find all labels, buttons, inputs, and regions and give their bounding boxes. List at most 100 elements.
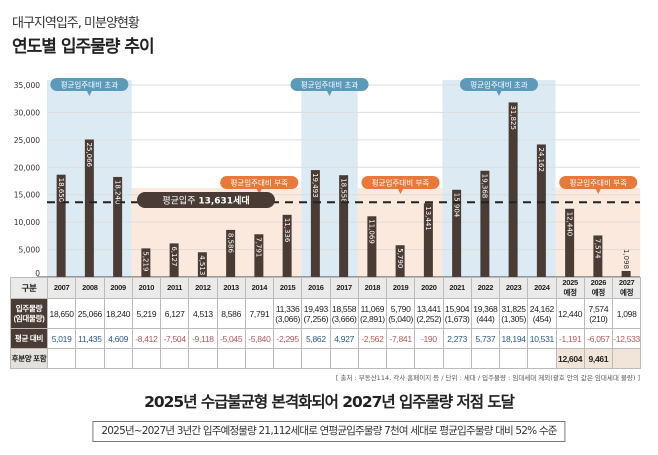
callout-pill [50, 78, 129, 91]
bar-2009 [113, 176, 123, 277]
bar-label: 25,066 [85, 142, 93, 167]
bar-label: 19,493 [311, 173, 319, 198]
vs-average-cell: -190 [414, 328, 444, 349]
callout-label: 평균입주대비 부족 [569, 178, 627, 188]
bar-2011 [169, 243, 179, 277]
post-sale-cell [75, 348, 105, 369]
supply-cell: 15,904 (1,673) [442, 298, 472, 329]
vs-average-cell: -8,412 [131, 328, 162, 349]
table-header-label: 구분 [10, 277, 48, 299]
post-sale-cell [527, 348, 557, 369]
supply-cell: 8,586 [216, 298, 246, 329]
supply-cell: 18,558 (3,666) [329, 298, 359, 329]
bar-2021 [452, 189, 462, 277]
y-tick-label: 25,000 [14, 136, 40, 145]
supply-cell: 12,440 [555, 298, 585, 329]
vs-average-cell: 2,273 [442, 328, 472, 349]
bar-2025 [565, 208, 575, 277]
bar-2016 [310, 170, 320, 277]
vs-average-cell: -9,118 [188, 328, 218, 349]
bar-2008 [84, 139, 94, 277]
post-sale-cell [159, 348, 190, 369]
bar-label: 6,127 [170, 246, 178, 266]
callout-pill [559, 176, 638, 189]
bar-2015 [282, 214, 292, 277]
y-tick-label: 30,000 [14, 108, 40, 117]
post-sale-cell [244, 348, 275, 369]
table-header-year: 2013 [216, 277, 246, 299]
bar-label: 12,440 [565, 212, 573, 237]
vs-average-cell: -5,045 [216, 328, 246, 349]
table-header-year: 2025 예정 [555, 277, 585, 299]
bar-2020 [423, 203, 433, 277]
bar-label: 18,650 [57, 178, 65, 203]
bar-label: 13,441 [424, 206, 432, 231]
supply-cell: 31,825 (1,305) [498, 298, 529, 329]
vs-average-cell: -12,533 [611, 328, 642, 349]
bar-chart: 0 5,000 10,000 15,000 20,000 25,000 30,000 35,0… [14, 78, 641, 278]
post-sale-cell [46, 348, 77, 369]
subtitle: 대구지역입주, 미분양현황 [12, 16, 140, 31]
page-title: 연도별 입주물량 추이 [12, 37, 155, 57]
post-sale-cell [611, 348, 642, 369]
data-table: 구분 2007 2008 2009 2010 2011 2012 2013 2014 2015 20… [10, 277, 642, 369]
average-label: 평균입주 13,631세대 [162, 195, 249, 207]
bar-label: 11,069 [368, 219, 376, 244]
post-sale-cell [131, 348, 162, 369]
table-header-year: 2020 [414, 277, 444, 299]
supply-cell: 7,791 [244, 298, 275, 329]
post-sale-cell [188, 348, 218, 369]
row-label-supply: 입주물량 (임대물량) [10, 298, 48, 329]
bar-2027 [621, 270, 631, 277]
supply-cell: 18,650 [46, 298, 77, 329]
supply-cell: 25,066 [75, 298, 105, 329]
post-sale-cell [414, 348, 444, 369]
vs-average-cell: -6,057 [583, 328, 614, 349]
bar-label: 8,586 [226, 233, 234, 254]
table-header-year: 2021 [442, 277, 472, 299]
bar-label: 24,162 [537, 147, 545, 172]
summary-box: 2025년~2027년 3년간 입주예정물량 21,112세대로 연평균입주물량… [92, 421, 566, 442]
y-tick-label: 15,000 [14, 191, 40, 200]
y-tick-label: 20,000 [14, 163, 40, 172]
bar-2007 [56, 174, 66, 277]
table-header-year: 2024 [527, 277, 557, 299]
table-header-year: 2014 [244, 277, 275, 299]
table-header-year: 2016 [301, 277, 331, 299]
callout-pointer [86, 90, 93, 96]
supply-cell: 5,790 (5,040) [385, 298, 416, 329]
vs-average-cell: 4,609 [103, 328, 133, 349]
bar-2022 [480, 170, 490, 277]
table-header-year: 2007 [46, 277, 77, 299]
bar-label: 11,336 [283, 218, 291, 243]
callout-pill [290, 78, 369, 91]
bar-label: 4,513 [198, 255, 206, 275]
bar-2018 [367, 216, 377, 277]
bar-2012 [197, 252, 207, 277]
bar-2014 [254, 234, 264, 277]
callout-pointer [256, 188, 263, 194]
average-pill [137, 192, 275, 208]
bar-label: 15,904 [452, 193, 460, 218]
vs-average-cell: -7,504 [159, 328, 190, 349]
supply-cell: 4,513 [188, 298, 218, 329]
headline: 2025년 수급불균형 본격화되어 2027년 입주물량 저점 도달 [144, 393, 515, 411]
row-label-vs-average: 평균 대비 [10, 328, 48, 349]
supply-cell: 5,219 [131, 298, 162, 329]
vs-average-cell: 5,862 [301, 328, 331, 349]
bar-2010 [141, 248, 151, 277]
vs-average-cell: 5,019 [46, 328, 77, 349]
table-header-year: 2026 예정 [583, 277, 614, 299]
callout-label: 평균입주대비 초과 [470, 80, 528, 90]
table-header-year: 2027 예정 [611, 277, 642, 299]
post-sale-cell [498, 348, 529, 369]
vs-average-cell: 5,737 [470, 328, 501, 349]
table-header-year: 2012 [188, 277, 218, 299]
region-over [301, 80, 358, 277]
callout-pointer [397, 188, 404, 194]
table-header-year: 2008 [75, 277, 105, 299]
supply-cell: 1,098 [611, 298, 642, 329]
vs-average-cell: 18,194 [498, 328, 529, 349]
vs-average-cell: 11,435 [75, 328, 105, 349]
